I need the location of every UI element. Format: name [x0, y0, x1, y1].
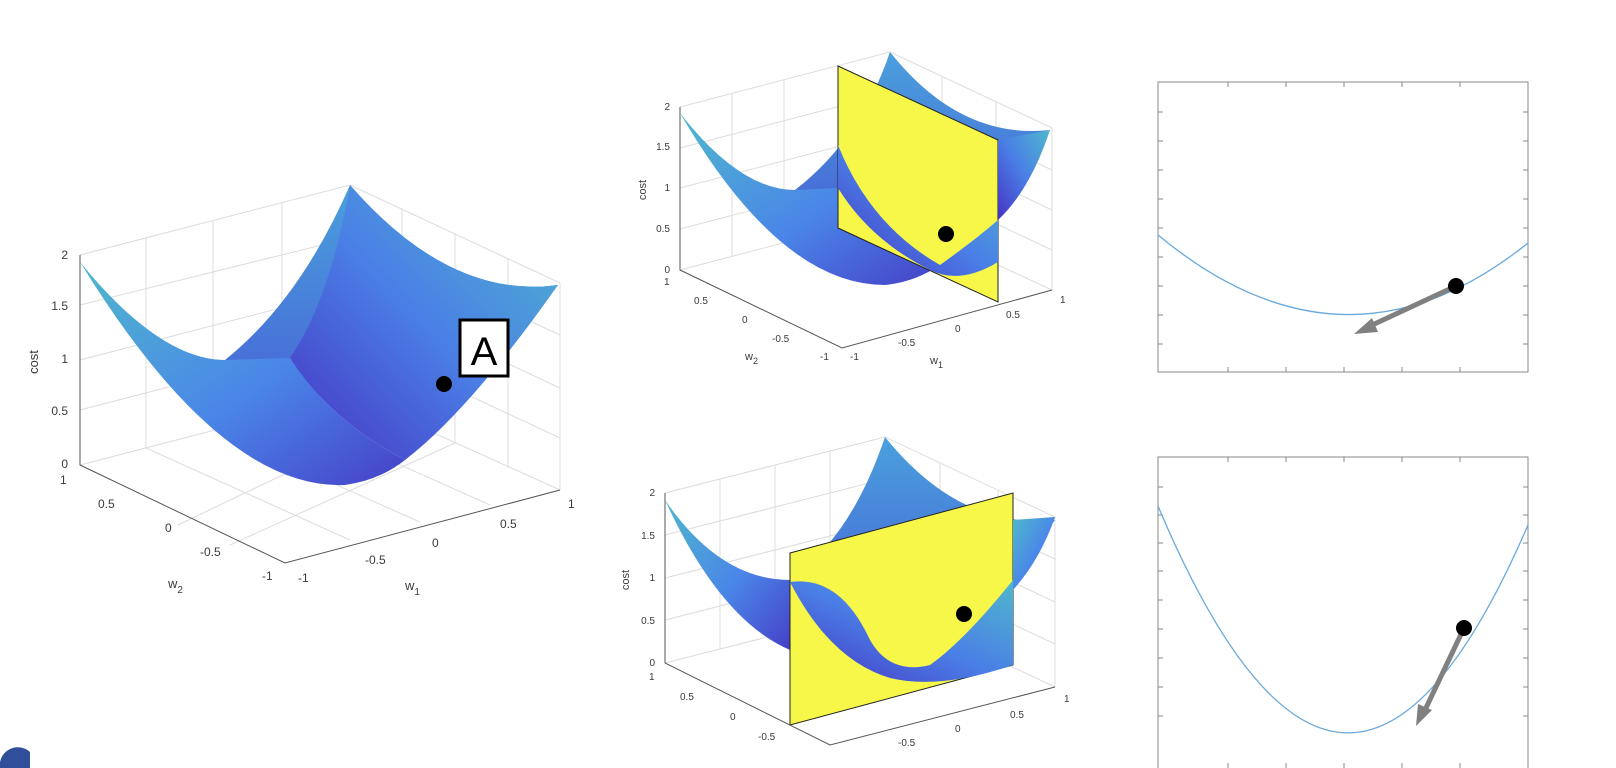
main-surface-right — [290, 185, 558, 460]
w1-tick: -0.5 — [365, 553, 386, 567]
top-slice-point — [938, 226, 954, 242]
top-z-ticks: 0 0.5 1 1.5 2 — [656, 102, 670, 276]
top-gradient-arrow-shaft — [1366, 283, 1458, 330]
w1-tick: 0.5 — [1010, 710, 1024, 721]
w1-tick: -0.5 — [898, 738, 916, 749]
w2-tick: -1 — [820, 352, 829, 363]
point-a-marker — [436, 376, 452, 392]
top-cross-section-point — [1448, 278, 1464, 294]
bottom-z-label: cost — [620, 570, 632, 590]
top-cross-section-curve — [1157, 234, 1529, 316]
bottom-surface-right — [1013, 517, 1055, 590]
w1-tick: 0.5 — [500, 517, 517, 531]
z-tick: 0.5 — [641, 616, 655, 627]
point-a-label-box — [458, 318, 510, 378]
main-w1-label: w1 — [404, 578, 420, 598]
z-tick: 1.5 — [641, 531, 655, 542]
z-tick: 1 — [61, 352, 68, 366]
bottom-cross-section-panel — [1157, 456, 1529, 768]
w2-tick: 1 — [60, 473, 67, 487]
w2-tick: -1 — [262, 569, 273, 583]
point-a-label: A — [471, 330, 498, 374]
z-tick: 1 — [664, 183, 670, 194]
bottom-panel-frame — [1157, 456, 1529, 768]
w2-tick: 1 — [664, 277, 670, 288]
bottom-cross-section-point — [1456, 620, 1472, 636]
main-surface-plot: 0 0.5 1 1.5 2 cost 1 0.5 0 -0.5 -1 w2 -1… — [26, 184, 575, 598]
w2-tick: -0.5 — [200, 545, 221, 559]
w2-tick: 0.5 — [694, 296, 708, 307]
bottom-w1-ticks: -0.5 0 0.5 1 — [898, 694, 1070, 749]
top-surface-front — [838, 145, 998, 276]
bottom-panel-ticks — [1158, 457, 1528, 768]
z-tick: 0 — [61, 457, 68, 471]
w2-tick: 1 — [649, 672, 655, 683]
top-surface-right — [998, 130, 1050, 220]
z-tick: 2 — [61, 248, 68, 262]
w1-tick: -0.5 — [898, 338, 916, 349]
top-w1-label: w1 — [929, 355, 943, 370]
w1-tick: 0 — [955, 324, 961, 335]
z-tick: 0.5 — [656, 224, 670, 235]
z-tick: 1 — [649, 573, 655, 584]
bottom-gradient-arrow-head — [1416, 704, 1432, 726]
bottom-surface-left — [665, 500, 790, 650]
w1-tick: -1 — [850, 352, 859, 363]
bottom-cross-section-curve — [1157, 505, 1529, 734]
top-z-label: cost — [637, 180, 649, 200]
bottom-surface-front — [790, 580, 1013, 682]
w2-tick: -0.5 — [772, 334, 790, 345]
bottom-z-ticks: 0 0.5 1 1.5 2 — [641, 488, 655, 669]
z-tick: 0.5 — [51, 404, 68, 418]
top-w2-ticks: 1 0.5 0 -0.5 -1 — [664, 277, 829, 363]
z-tick: 2 — [649, 488, 655, 499]
top-gradient-arrow-head — [1354, 318, 1378, 334]
z-tick: 1.5 — [656, 142, 670, 153]
bottom-slice-plot: 0 0.5 1 1.5 2 cost 1 0.5 0 -0.5 -0.5 0 0… — [620, 436, 1070, 749]
bottom-slice-point — [956, 606, 972, 622]
top-w1-ticks: -1 -0.5 0 0.5 1 — [850, 295, 1066, 363]
w2-tick: 0 — [742, 315, 748, 326]
top-w2-label: w2 — [744, 351, 758, 366]
w1-tick: 1 — [1064, 694, 1070, 705]
z-tick: 0 — [649, 658, 655, 669]
z-tick: 0 — [664, 265, 670, 276]
bottom-gradient-arrow-shaft — [1422, 626, 1467, 712]
logo-fragment — [0, 747, 30, 768]
main-w1-ticks: -1 -0.5 0 0.5 1 — [298, 497, 575, 585]
w1-tick: 0 — [955, 724, 961, 735]
z-tick: 2 — [664, 102, 670, 113]
z-tick: 1.5 — [51, 299, 68, 313]
main-z-label: cost — [26, 350, 41, 374]
w2-tick: 0.5 — [680, 692, 694, 703]
w1-tick: 1 — [1060, 295, 1066, 306]
w2-tick: 0.5 — [98, 497, 115, 511]
w1-tick: 0 — [432, 536, 439, 550]
main-z-ticks: 0 0.5 1 1.5 2 — [51, 248, 68, 471]
top-cross-section-panel — [1157, 81, 1529, 373]
bottom-w2-ticks: 1 0.5 0 -0.5 — [649, 672, 776, 743]
w2-tick: -0.5 — [758, 732, 776, 743]
top-slice-plot: 0 0.5 1 1.5 2 cost 1 0.5 0 -0.5 -1 w2 -1… — [637, 51, 1066, 370]
top-panel-ticks — [1158, 82, 1528, 372]
w2-tick: 0 — [165, 521, 172, 535]
w2-tick: 0 — [730, 712, 736, 723]
main-surface-left — [80, 262, 405, 486]
w1-tick: 1 — [568, 497, 575, 511]
main-w2-ticks: 1 0.5 0 -0.5 -1 — [60, 473, 273, 583]
main-w2-label: w2 — [167, 576, 183, 596]
w1-tick: -1 — [298, 571, 309, 585]
top-panel-frame — [1157, 81, 1529, 373]
w1-tick: 0.5 — [1006, 310, 1020, 321]
